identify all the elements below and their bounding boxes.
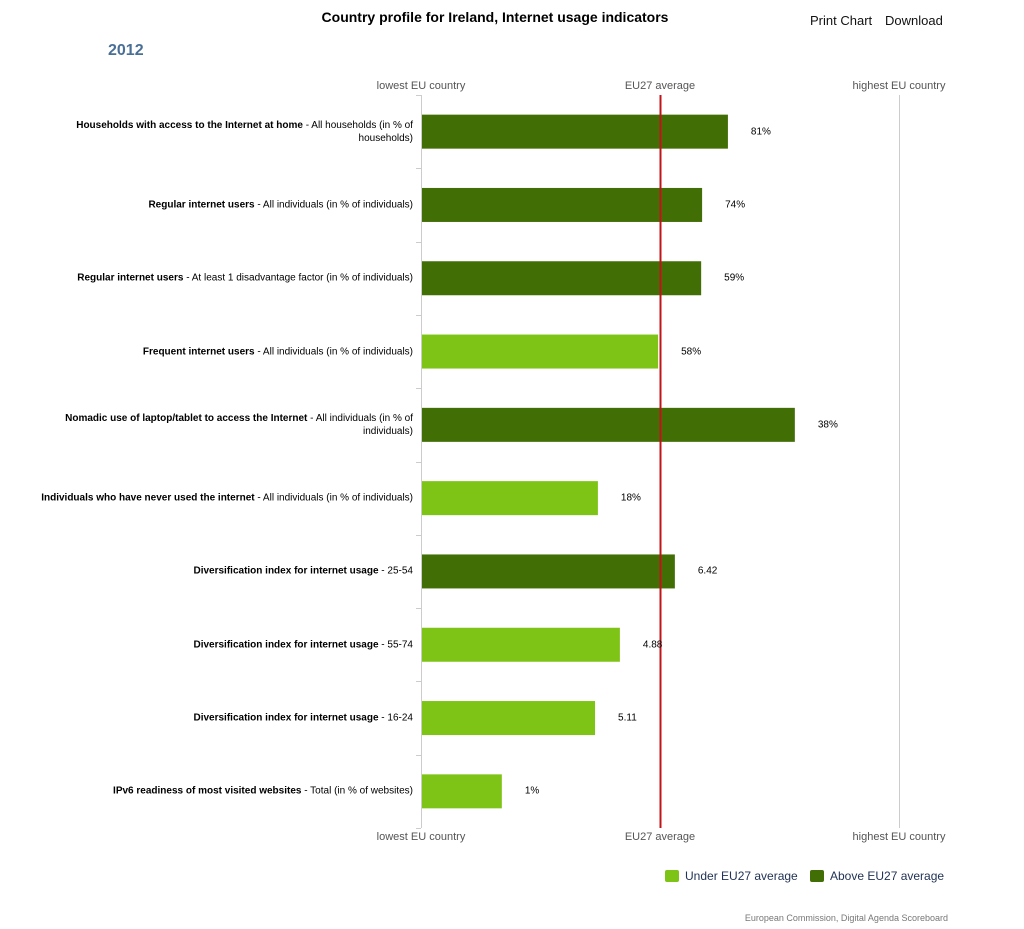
- category-label-main: Regular internet users: [77, 272, 184, 284]
- bar-0: [422, 114, 728, 149]
- top-highest-label: highest EU country: [852, 80, 946, 92]
- bar-6: [422, 554, 675, 589]
- top-average-label: EU27 average: [624, 80, 696, 92]
- category-label: Nomadic use of laptop/tablet to access t…: [33, 412, 413, 438]
- category-label-main: Individuals who have never used the inte…: [41, 492, 255, 504]
- bar-7: [422, 627, 620, 662]
- value-label: 1%: [524, 785, 540, 797]
- download-button[interactable]: Download: [885, 13, 943, 28]
- value-label: 38%: [817, 419, 838, 431]
- legend-under-label: Under EU27 average: [685, 869, 798, 883]
- category-label: Households with access to the Internet a…: [33, 119, 413, 145]
- bar-1: [422, 187, 703, 222]
- category-label: Regular internet users - All individuals…: [33, 198, 413, 211]
- value-label: 58%: [681, 346, 702, 358]
- category-label: Regular internet users - At least 1 disa…: [33, 272, 413, 285]
- year-label: 2012: [108, 42, 144, 59]
- top-lowest-label: lowest EU country: [376, 80, 466, 92]
- category-label-main: IPv6 readiness of most visited websites: [113, 785, 302, 797]
- bar-9: [422, 774, 502, 809]
- category-label: Diversification index for internet usage…: [33, 712, 413, 725]
- category-label-main: Nomadic use of laptop/tablet to access t…: [65, 412, 308, 424]
- category-label-detail: - All individuals (in % of individuals): [254, 199, 413, 211]
- bar-4: [422, 407, 795, 442]
- bottom-highest-label: highest EU country: [852, 831, 946, 843]
- chart-title: Country profile for Ireland, Internet us…: [321, 9, 669, 25]
- category-label: IPv6 readiness of most visited websites …: [33, 785, 413, 798]
- bar-8: [422, 701, 596, 736]
- bar-5: [422, 481, 598, 516]
- bar-3: [422, 334, 659, 369]
- bar-2: [422, 261, 702, 296]
- value-label: 74%: [725, 199, 746, 211]
- print-chart-button[interactable]: Print Chart: [810, 13, 873, 28]
- category-label-detail: - All individuals (in % of individuals): [254, 492, 413, 504]
- credit: European Commission, Digital Agenda Scor…: [744, 913, 948, 923]
- category-label-main: Diversification index for internet usage: [193, 565, 379, 577]
- category-label-main: Diversification index for internet usage: [193, 639, 379, 651]
- legend-above-label: Above EU27 average: [830, 869, 945, 883]
- category-label-detail: - All individuals (in % of individuals): [254, 346, 413, 358]
- legend-above[interactable]: Above EU27 average: [810, 869, 944, 883]
- value-label: 4.88: [642, 639, 663, 651]
- category-label-main: Frequent internet users: [142, 346, 255, 358]
- legend-under[interactable]: Under EU27 average: [665, 869, 798, 883]
- value-label: 59%: [724, 272, 745, 284]
- value-label: 18%: [620, 492, 641, 504]
- category-label-detail: - All households (in % of households): [302, 119, 413, 144]
- bottom-lowest-label: lowest EU country: [376, 831, 466, 843]
- category-label: Diversification index for internet usage…: [33, 638, 413, 651]
- legend-above-swatch: [810, 870, 824, 882]
- category-label-detail: - At least 1 disadvantage factor (in % o…: [183, 272, 413, 284]
- category-label-detail: - 16-24: [378, 712, 413, 724]
- value-label: 6.42: [697, 565, 718, 577]
- category-label-main: Regular internet users: [148, 199, 255, 211]
- value-label: 81%: [750, 126, 771, 138]
- category-label: Individuals who have never used the inte…: [33, 492, 413, 505]
- bottom-average-label: EU27 average: [624, 831, 696, 843]
- category-label-detail: - 25-54: [378, 565, 413, 577]
- category-label: Frequent internet users - All individual…: [33, 345, 413, 358]
- category-label-main: Households with access to the Internet a…: [76, 119, 303, 131]
- category-label: Diversification index for internet usage…: [33, 565, 413, 578]
- category-label-detail: - All individuals (in % of individuals): [307, 412, 413, 437]
- legend-under-swatch: [665, 870, 679, 882]
- category-label-main: Diversification index for internet usage: [193, 712, 379, 724]
- value-label: 5.11: [618, 712, 637, 724]
- category-label-detail: - Total (in % of websites): [301, 785, 413, 797]
- category-label-detail: - 55-74: [378, 639, 413, 651]
